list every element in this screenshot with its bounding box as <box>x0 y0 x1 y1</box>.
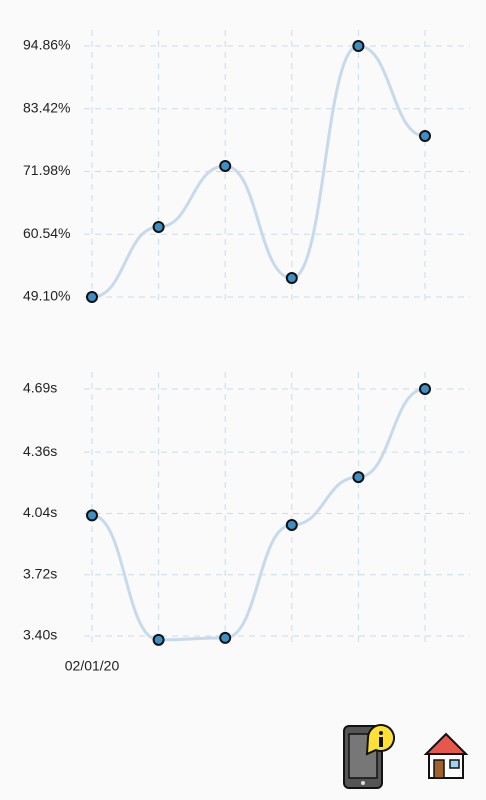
point <box>419 383 431 395</box>
point <box>219 631 232 644</box>
point <box>285 518 298 531</box>
point <box>86 291 98 303</box>
point <box>219 160 232 173</box>
y-tick-label: 60.54% <box>23 225 70 241</box>
y-tick-label: 4.69s <box>23 380 57 396</box>
y-tick-label: 3.40s <box>23 627 57 643</box>
y-tick-label: 49.10% <box>23 288 70 304</box>
line <box>91 387 426 642</box>
y-tick-label: 71.98% <box>23 162 70 178</box>
point <box>152 633 165 646</box>
point <box>419 130 431 143</box>
point <box>86 509 98 522</box>
point <box>352 471 365 484</box>
x-tick-label: 02/01/20 <box>65 658 120 674</box>
y-tick-label: 3.72s <box>23 565 57 581</box>
y-tick-label: 4.36s <box>23 443 57 459</box>
home-icon[interactable] <box>423 732 469 779</box>
device-info-icon[interactable] <box>343 724 395 789</box>
line-chart: 3.40s 3.72s 4.04s 4.36s 4.69s 02/01/20 <box>23 372 470 674</box>
point <box>285 272 298 285</box>
y-tick-label: 4.04s <box>23 504 57 520</box>
point <box>352 40 365 52</box>
y-tick-label: 83.42% <box>23 99 70 115</box>
y-tick-label: 94.86% <box>23 37 70 53</box>
point <box>152 221 165 234</box>
line-chart: 49.10% 60.54% 71.98% 83.42% 94.86% <box>23 30 470 305</box>
